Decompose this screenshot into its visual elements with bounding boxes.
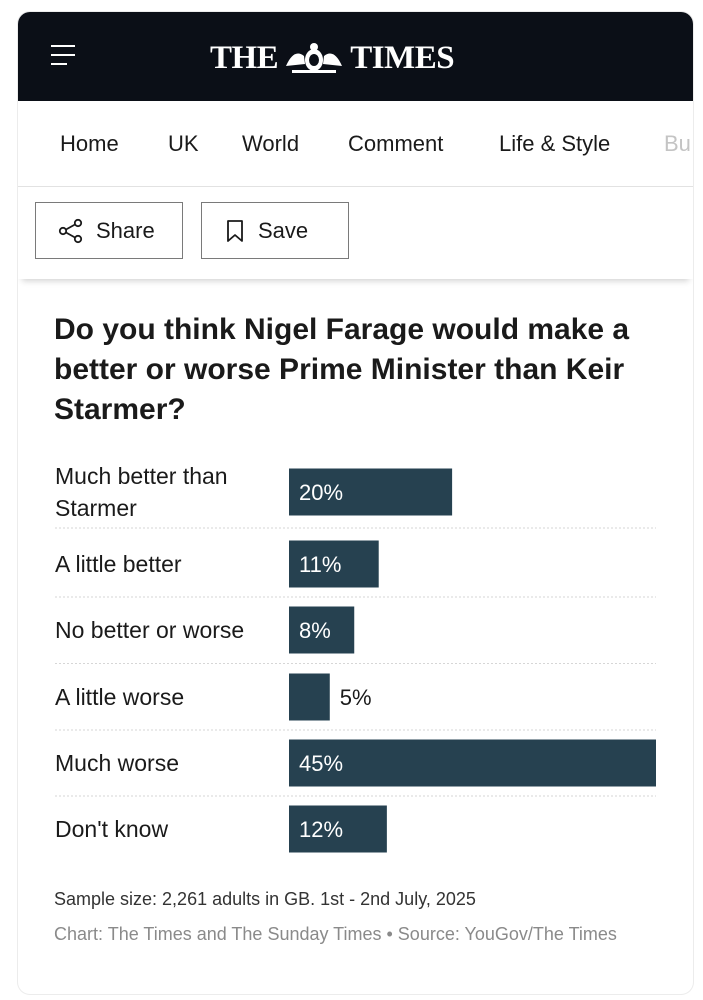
logo-text-times: TIMES — [350, 39, 455, 76]
category-label: Much worse — [55, 750, 179, 776]
crest-icon — [286, 43, 343, 73]
category-label: A little worse — [55, 684, 184, 710]
chart-title: Do you think Nigel Farage would make a b… — [54, 313, 630, 426]
value-label: 20% — [299, 480, 343, 505]
save-label: Save — [258, 217, 309, 243]
masthead: THE TIMES — [18, 12, 693, 101]
bar — [289, 468, 453, 516]
sample-size-note: Sample size: 2,261 adults in GB. 1st - 2… — [54, 889, 476, 909]
section-nav: Home UK World Comment Life & Style Bu — [18, 101, 693, 187]
value-label: 12% — [299, 817, 343, 842]
value-label: 8% — [299, 618, 331, 643]
bookmark-icon — [227, 219, 243, 242]
share-label: Share — [96, 217, 155, 243]
category-label: No better or worse — [55, 617, 244, 643]
value-label: 45% — [299, 751, 343, 776]
save-button[interactable]: Save — [201, 202, 349, 259]
logo[interactable]: THE TIMES — [210, 38, 455, 78]
bar — [289, 540, 379, 588]
bar-chart: Much better than Starmer 20% A little bette… — [55, 463, 656, 853]
category-label: Much better than — [55, 463, 228, 489]
nav-item-home[interactable]: Home — [60, 131, 119, 156]
nav-item-life-style[interactable]: Life & Style — [499, 131, 611, 156]
action-bar: Share Save — [18, 187, 693, 279]
value-label: 11% — [299, 552, 341, 577]
nav-item-business[interactable]: Bu — [664, 131, 691, 156]
bar — [289, 606, 355, 654]
share-icon — [58, 218, 83, 243]
hamburger-icon[interactable] — [51, 45, 75, 65]
category-label: Starmer — [55, 495, 137, 521]
nav-item-comment[interactable]: Comment — [348, 131, 444, 156]
bar — [289, 739, 656, 787]
logo-text-the: THE — [210, 39, 279, 76]
nav-item-world[interactable]: World — [242, 131, 300, 156]
nav-item-uk[interactable]: UK — [168, 131, 199, 156]
value-label: 5% — [340, 685, 372, 710]
article-card: THE TIMES Home UK World Comment Life & S… — [18, 12, 693, 994]
category-label: Don't know — [55, 816, 168, 842]
share-button[interactable]: Share — [35, 202, 183, 259]
chart-source-note: Chart: The Times and The Sunday Times • … — [54, 924, 617, 944]
bar — [289, 673, 330, 721]
bar — [289, 805, 387, 853]
category-label: A little better — [55, 551, 182, 577]
